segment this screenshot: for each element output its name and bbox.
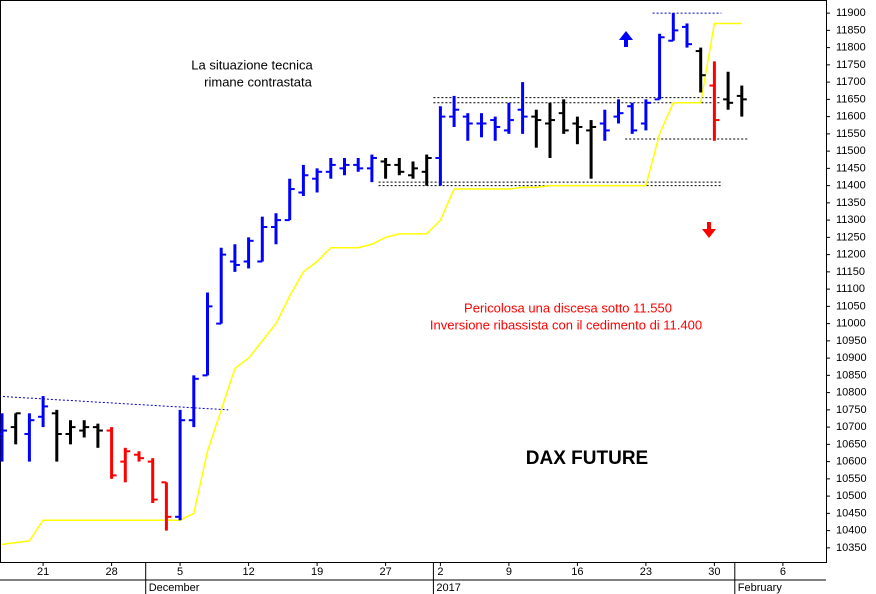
y-tick-label: 10750 bbox=[836, 404, 867, 416]
y-tick-label: 11200 bbox=[836, 249, 866, 261]
x-tick-label: 9 bbox=[506, 566, 512, 578]
x-tick-label: 6 bbox=[780, 566, 786, 578]
annotation: Inversione ribassista con il cedimento d… bbox=[430, 317, 702, 332]
x-tick-label: 16 bbox=[571, 566, 583, 578]
y-tick-label: 11700 bbox=[836, 76, 866, 88]
x-tick-label: 19 bbox=[311, 566, 323, 578]
y-tick-label: 10600 bbox=[836, 456, 867, 468]
y-tick-label: 11300 bbox=[836, 214, 866, 226]
y-tick-label: 10650 bbox=[836, 438, 867, 450]
x-tick-label: 12 bbox=[242, 566, 254, 578]
plot-frame bbox=[0, 0, 827, 563]
x-tick-label: 2 bbox=[437, 566, 443, 578]
stop-line bbox=[1, 22, 742, 546]
x-tick-label: 30 bbox=[708, 566, 720, 578]
up-arrow bbox=[619, 31, 633, 47]
chart-title: DAX FUTURE bbox=[526, 448, 648, 469]
y-tick-label: 10500 bbox=[836, 490, 867, 502]
y-tick-label: 11250 bbox=[836, 231, 866, 243]
y-tick-label: 10950 bbox=[836, 335, 867, 347]
level-line bbox=[0, 395, 229, 411]
x-tick-label: 28 bbox=[105, 566, 117, 578]
x-tick-label: 5 bbox=[177, 566, 183, 578]
x-tick-label: 27 bbox=[379, 566, 391, 578]
y-tick-label: 11800 bbox=[836, 42, 866, 54]
y-tick-label: 11350 bbox=[836, 197, 866, 209]
y-tick-label: 11550 bbox=[836, 128, 866, 140]
y-tick-label: 11500 bbox=[836, 145, 866, 157]
annotation: Pericolosa una discesa sotto 11.550 bbox=[464, 300, 672, 315]
y-tick-label: 11450 bbox=[836, 162, 866, 174]
y-tick-label: 11050 bbox=[836, 300, 866, 312]
annotation: La situazione tecnica bbox=[191, 57, 313, 72]
y-tick-label: 10700 bbox=[836, 421, 867, 433]
y-tick-label: 11150 bbox=[836, 266, 865, 278]
x-tick-label: 23 bbox=[640, 566, 652, 578]
y-tick-label: 11850 bbox=[836, 24, 866, 36]
y-tick-label: 10800 bbox=[836, 387, 867, 399]
y-tick-label: 11600 bbox=[836, 111, 866, 123]
y-tick-label: 10900 bbox=[836, 352, 867, 364]
y-tick-label: 10550 bbox=[836, 473, 867, 485]
y-tick-label: 11400 bbox=[836, 180, 866, 192]
x-tick-label: 21 bbox=[37, 566, 49, 578]
y-tick-label: 10850 bbox=[836, 369, 867, 381]
annotation: rimane contrastata bbox=[204, 74, 312, 89]
y-tick-label: 11650 bbox=[836, 93, 866, 105]
y-tick-label: 11100 bbox=[836, 283, 865, 295]
down-arrow bbox=[702, 222, 716, 238]
y-tick-label: 10350 bbox=[836, 542, 867, 554]
y-tick-label: 11000 bbox=[836, 318, 866, 330]
month-label: December bbox=[149, 582, 200, 594]
month-label: 2017 bbox=[436, 582, 460, 594]
y-tick-label: 10450 bbox=[836, 507, 867, 519]
y-tick-label: 11900 bbox=[836, 7, 866, 19]
y-tick-label: 11750 bbox=[836, 59, 866, 71]
month-label: February bbox=[738, 582, 783, 594]
y-tick-label: 10400 bbox=[836, 525, 867, 537]
